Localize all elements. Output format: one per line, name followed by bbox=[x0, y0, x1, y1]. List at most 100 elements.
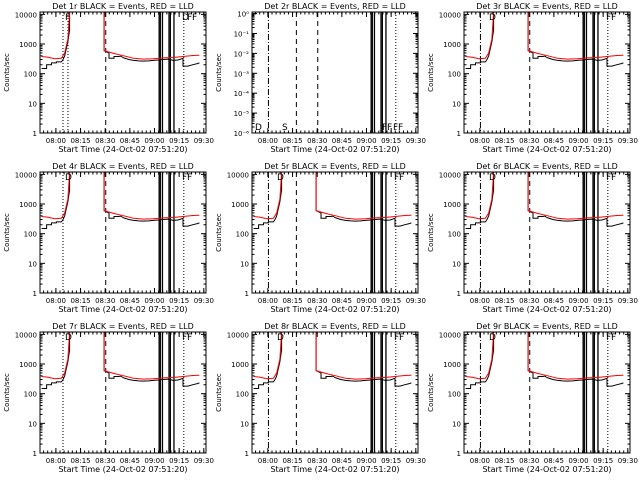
x-tick-label: 09:30 bbox=[406, 457, 426, 465]
x-axis-label: Start Time (24-Oct-02 07:51:20) bbox=[58, 145, 187, 154]
x-tick-label: 09:15 bbox=[169, 457, 189, 465]
y-tick-label: 10⁻⁵ bbox=[234, 110, 250, 118]
y-axis-label: Counts/sec bbox=[427, 53, 435, 92]
y-axis-label: Counts/sec bbox=[3, 53, 11, 92]
plot-frame bbox=[39, 331, 207, 454]
y-tick-label: 100 bbox=[448, 391, 461, 399]
flag-marker-label: F bbox=[606, 13, 611, 23]
x-tick-label: 08:30 bbox=[519, 457, 539, 465]
x-tick-label: 08:00 bbox=[258, 137, 278, 145]
events-series-line bbox=[41, 332, 200, 389]
flag-marker-label: F bbox=[611, 173, 616, 183]
plot-frame bbox=[251, 331, 419, 454]
x-tick-label: 08:15 bbox=[70, 137, 90, 145]
x-tick-label: 08:30 bbox=[519, 297, 539, 305]
panel-title: Det 5r BLACK = Events, RED = LLD bbox=[264, 162, 406, 171]
y-tick-label: 100 bbox=[236, 231, 249, 239]
y-tick-label: 100 bbox=[24, 391, 37, 399]
y-axis-label: Counts/sec bbox=[427, 373, 435, 412]
y-tick-label: 1000 bbox=[231, 201, 249, 209]
panel-4: Det 4r BLACK = Events, RED = LLD 1 10 100 10… bbox=[3, 162, 214, 314]
x-axis-label: Start Time (24-Oct-02 07:51:20) bbox=[58, 465, 187, 474]
y-tick-label: 10 bbox=[452, 260, 461, 268]
y-tick-label: 100 bbox=[24, 71, 37, 79]
flag-marker-label: D bbox=[489, 333, 496, 343]
plot-frame bbox=[39, 11, 207, 134]
panel-title: Det 6r BLACK = Events, RED = LLD bbox=[476, 162, 618, 171]
y-tick-label: 10 bbox=[28, 100, 37, 108]
x-tick-label: 09:15 bbox=[169, 297, 189, 305]
marker-lines bbox=[479, 12, 609, 133]
y-tick-label: 1 bbox=[245, 450, 249, 458]
y-tick-label: 1 bbox=[33, 290, 37, 298]
x-tick-label: 08:00 bbox=[46, 297, 66, 305]
y-tick-label: 1000 bbox=[443, 41, 461, 49]
panel-2: Det 2r BLACK = Events, RED = LLD 10⁻⁶ 10⁻⁵… bbox=[215, 2, 426, 154]
flag-marker-label: D bbox=[489, 173, 496, 183]
plot-frame bbox=[463, 171, 631, 294]
x-tick-label: 08:15 bbox=[70, 297, 90, 305]
flag-marker-label: F bbox=[394, 333, 399, 343]
lld-series-line bbox=[465, 172, 624, 220]
x-tick-label: 09:00 bbox=[144, 457, 164, 465]
plot-frame bbox=[251, 171, 419, 294]
events-series-line bbox=[41, 172, 200, 229]
lld-series-line bbox=[465, 12, 624, 60]
x-tick-label: 09:00 bbox=[144, 137, 164, 145]
flag-marker-label: F bbox=[611, 333, 616, 343]
panel-8: Det 8r BLACK = Events, RED = LLD 1 10 100 10… bbox=[215, 322, 426, 474]
x-tick-label: 08:15 bbox=[282, 297, 302, 305]
y-tick-label: 10 bbox=[28, 420, 37, 428]
panel-title: Det 4r BLACK = Events, RED = LLD bbox=[52, 162, 194, 171]
x-tick-label: 09:30 bbox=[406, 137, 426, 145]
y-tick-label: 1000 bbox=[19, 201, 37, 209]
panel-title: Det 1r BLACK = Events, RED = LLD bbox=[52, 2, 194, 11]
x-tick-label: 08:15 bbox=[494, 457, 514, 465]
x-tick-label: 09:15 bbox=[381, 137, 401, 145]
y-tick-label: 10 bbox=[240, 420, 249, 428]
y-tick-label: 10 bbox=[452, 420, 461, 428]
y-tick-label: 1000 bbox=[19, 361, 37, 369]
x-tick-label: 08:45 bbox=[120, 457, 140, 465]
flag-marker-label: D bbox=[277, 173, 284, 183]
y-tick-label: 1000 bbox=[443, 361, 461, 369]
x-tick-label: 08:15 bbox=[494, 137, 514, 145]
panel-6: Det 6r BLACK = Events, RED = LLD 1 10 100 10… bbox=[427, 162, 638, 314]
flag-marker-label: F bbox=[187, 173, 192, 183]
marker-lines bbox=[267, 12, 397, 133]
flag-marker-label: F bbox=[611, 13, 616, 23]
events-series-line bbox=[465, 332, 624, 389]
y-tick-label: 10⁻² bbox=[234, 50, 250, 58]
marker-lines bbox=[267, 172, 397, 293]
y-tick-label: 1 bbox=[457, 450, 461, 458]
flag-marker-label: F bbox=[182, 173, 187, 183]
y-axis-label: Counts/sec bbox=[427, 213, 435, 252]
x-tick-label: 08:45 bbox=[332, 297, 352, 305]
x-tick-label: 09:15 bbox=[593, 297, 613, 305]
y-tick-label: 1 bbox=[33, 450, 37, 458]
x-tick-label: 08:15 bbox=[282, 137, 302, 145]
x-tick-label: 08:00 bbox=[46, 457, 66, 465]
y-axis-label: Counts/sec bbox=[215, 373, 223, 412]
y-tick-label: 1 bbox=[457, 130, 461, 138]
y-axis-label: Counts/sec bbox=[3, 373, 11, 412]
x-tick-label: 08:15 bbox=[494, 297, 514, 305]
x-tick-label: 09:00 bbox=[356, 297, 376, 305]
events-series-line bbox=[253, 332, 412, 389]
flag-marker-label: D bbox=[255, 123, 262, 133]
x-tick-label: 08:30 bbox=[519, 137, 539, 145]
y-tick-label: 100 bbox=[236, 391, 249, 399]
marker-lines bbox=[62, 172, 185, 293]
x-tick-label: 09:30 bbox=[618, 457, 638, 465]
x-tick-label: 08:30 bbox=[95, 137, 115, 145]
panel-5: Det 5r BLACK = Events, RED = LLD 1 10 100 10… bbox=[215, 162, 426, 314]
y-tick-label: 100 bbox=[24, 231, 37, 239]
x-tick-label: 08:30 bbox=[307, 137, 327, 145]
series-group bbox=[465, 172, 624, 229]
events-series-line bbox=[41, 12, 200, 69]
x-tick-label: 08:15 bbox=[282, 457, 302, 465]
